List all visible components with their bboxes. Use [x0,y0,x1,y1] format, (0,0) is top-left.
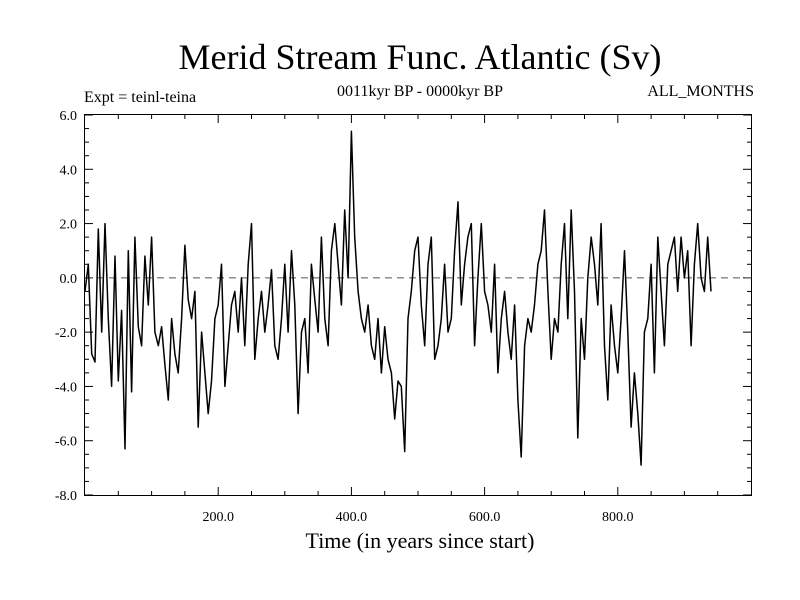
y-tick-label: -6.0 [55,435,77,450]
x-tick-label: 800.0 [602,510,634,525]
x-axis-label: Time (in years since start) [305,528,535,553]
period-label: 0011kyr BP - 0000kyr BP [337,83,503,100]
experiment-label: Expt = teinl-teina [84,89,197,106]
y-tick-label: 6.0 [60,109,78,124]
y-tick-label: -8.0 [55,489,77,504]
y-tick-label: 0.0 [60,272,78,287]
plot-frame [84,114,752,496]
y-tick-label: 4.0 [60,163,78,178]
x-tick-label: 600.0 [469,510,501,525]
series-line-msf [84,130,712,466]
months-label: ALL_MONTHS [647,83,754,100]
tick-label-group: 6.0 4.0 2.0 0.0 -2.0 -4.0 -6.0 -8.0 200.0 400.0 60… [55,109,634,525]
y-tick-label: 2.0 [60,218,78,233]
x-tick-label: 200.0 [202,510,234,525]
y-tick-label: -4.0 [55,380,77,395]
tick-group [85,114,751,496]
y-tick-label: -2.0 [55,326,77,341]
chart-title: Merid Stream Func. Atlantic (Sv) [178,37,662,77]
x-tick-label: 400.0 [336,510,368,525]
